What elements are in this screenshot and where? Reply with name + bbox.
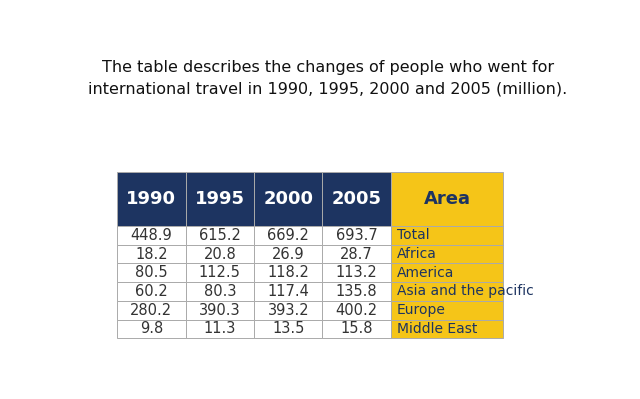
Text: Africa: Africa [397, 247, 436, 261]
Text: America: America [397, 266, 454, 280]
Bar [254, 245, 323, 263]
Text: The table describes the changes of people who went for
international travel in 1: The table describes the changes of peopl… [88, 60, 568, 96]
Text: 117.4: 117.4 [268, 284, 309, 299]
Bar [323, 282, 391, 301]
Text: 20.8: 20.8 [204, 247, 236, 262]
Text: 80.3: 80.3 [204, 284, 236, 299]
Bar [186, 282, 254, 301]
Text: 112.5: 112.5 [199, 265, 241, 280]
Bar [186, 245, 254, 263]
Text: 448.9: 448.9 [131, 228, 172, 243]
Text: 390.3: 390.3 [199, 303, 241, 318]
Bar [254, 320, 323, 338]
Text: 11.3: 11.3 [204, 321, 236, 336]
Text: 393.2: 393.2 [268, 303, 309, 318]
Bar [391, 282, 504, 301]
Bar [323, 245, 391, 263]
Bar [186, 226, 254, 245]
Bar [186, 172, 254, 226]
Bar [117, 172, 186, 226]
Text: Total: Total [397, 228, 429, 243]
Bar [117, 245, 186, 263]
Bar [323, 226, 391, 245]
Text: 2005: 2005 [332, 190, 381, 208]
Text: 1995: 1995 [195, 190, 245, 208]
Text: 280.2: 280.2 [131, 303, 172, 318]
Text: 113.2: 113.2 [336, 265, 378, 280]
Text: 1990: 1990 [127, 190, 177, 208]
Bar [186, 301, 254, 320]
Text: 18.2: 18.2 [135, 247, 168, 262]
Bar [254, 263, 323, 282]
Text: Europe: Europe [397, 303, 445, 317]
Text: 2000: 2000 [263, 190, 313, 208]
Bar [117, 282, 186, 301]
Bar [391, 226, 504, 245]
Bar [391, 245, 504, 263]
Bar [117, 226, 186, 245]
Bar [323, 320, 391, 338]
Bar [186, 263, 254, 282]
Bar [391, 301, 504, 320]
Bar [391, 320, 504, 338]
Text: 669.2: 669.2 [268, 228, 309, 243]
Bar [117, 301, 186, 320]
Text: Middle East: Middle East [397, 322, 477, 336]
Bar [391, 172, 504, 226]
Bar [323, 263, 391, 282]
Bar [254, 282, 323, 301]
Bar [323, 172, 391, 226]
Text: 9.8: 9.8 [140, 321, 163, 336]
Bar [254, 301, 323, 320]
Text: Area: Area [424, 190, 470, 208]
Bar [391, 263, 504, 282]
Bar [117, 320, 186, 338]
Text: 26.9: 26.9 [272, 247, 305, 262]
Text: 400.2: 400.2 [335, 303, 378, 318]
Text: 13.5: 13.5 [272, 321, 305, 336]
Bar [186, 320, 254, 338]
Text: 28.7: 28.7 [340, 247, 373, 262]
Bar [323, 301, 391, 320]
Bar [254, 226, 323, 245]
Text: 118.2: 118.2 [268, 265, 309, 280]
Bar [117, 263, 186, 282]
Text: 15.8: 15.8 [340, 321, 373, 336]
Text: 693.7: 693.7 [336, 228, 378, 243]
Text: 80.5: 80.5 [135, 265, 168, 280]
Text: 135.8: 135.8 [336, 284, 378, 299]
Text: 615.2: 615.2 [199, 228, 241, 243]
Text: 60.2: 60.2 [135, 284, 168, 299]
Bar [254, 172, 323, 226]
Text: Asia and the pacific: Asia and the pacific [397, 284, 534, 298]
